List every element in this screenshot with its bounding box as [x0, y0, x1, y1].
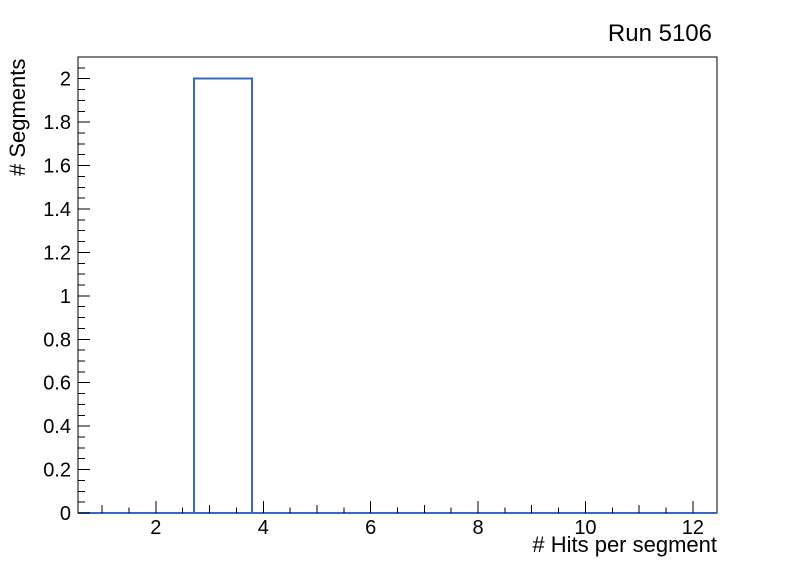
histogram-bar [192, 77, 253, 513]
y-tick-label: 1.4 [43, 199, 71, 221]
x-tick-label: 12 [682, 517, 704, 539]
x-tick-label: 8 [472, 517, 483, 539]
y-tick-label: 0 [60, 503, 71, 525]
plot-frame [77, 56, 718, 514]
x-tick-label: 10 [574, 517, 596, 539]
y-tick-label: 1.8 [43, 112, 71, 134]
x-tick-label: 2 [150, 517, 161, 539]
y-tick-label: 0.6 [43, 373, 71, 395]
y-tick-label: 2 [60, 69, 71, 91]
x-axis-title: # Hits per segment [532, 532, 717, 557]
y-tick-label: 0.4 [43, 416, 71, 438]
y-tick-label: 0.2 [43, 460, 71, 482]
y-tick-label: 1 [60, 286, 71, 308]
y-tick-label: 1.2 [43, 242, 71, 264]
x-tick-label: 4 [258, 517, 269, 539]
x-axis-ticks: 2 4 6 8 10 12 [101, 501, 704, 539]
y-axis-ticks: 0 0.2 0.4 0.6 0.8 1 1.2 1.4 1.6 1.8 2 [43, 56, 90, 525]
y-tick-label: 1.6 [43, 156, 71, 178]
plot-title: Run 5106 [607, 20, 712, 47]
x-tick-label: 6 [365, 517, 376, 539]
y-axis-title: # Segments [5, 58, 30, 176]
y-tick-label: 0.8 [43, 329, 71, 351]
